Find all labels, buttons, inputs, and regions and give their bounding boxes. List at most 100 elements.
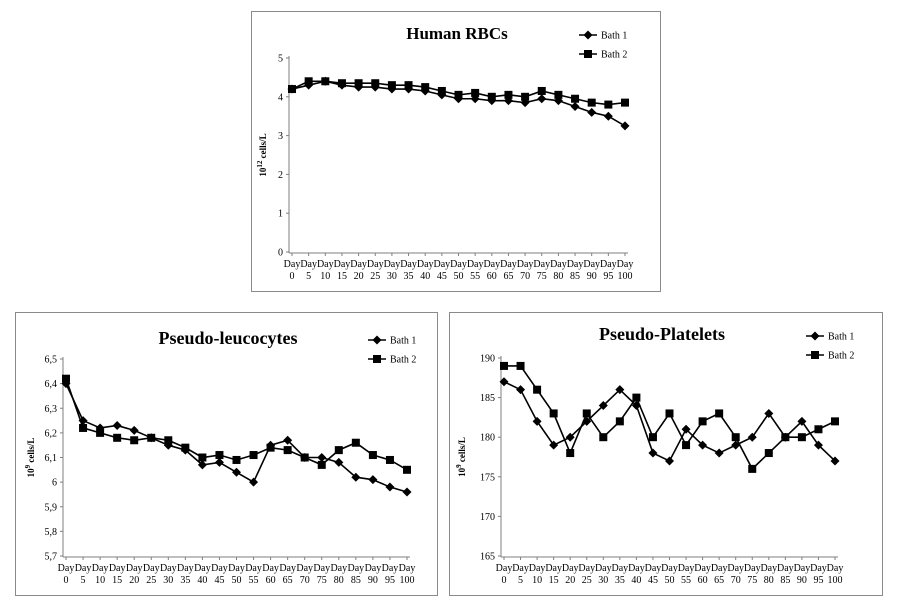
data-point <box>62 374 70 383</box>
x-tick-label: 45 <box>437 271 447 282</box>
data-point <box>249 477 259 487</box>
x-tick-label-prefix: Day <box>711 563 728 574</box>
data-point <box>403 465 411 474</box>
data-point <box>129 425 139 435</box>
x-tick-label-prefix: Day <box>694 563 711 574</box>
y-axis-label: 1012 cells/L <box>256 133 268 176</box>
x-tick-label: 50 <box>454 271 464 282</box>
x-tick-label-prefix: Day <box>313 563 330 574</box>
x-tick-label-prefix: Day <box>483 259 500 270</box>
x-tick-label: 15 <box>337 271 347 282</box>
y-tick-label: 6,5 <box>45 355 58 366</box>
data-point <box>321 77 330 86</box>
legend-label: Bath 2 <box>828 351 854 362</box>
x-tick-label-prefix: Day <box>661 563 678 574</box>
x-tick-label-prefix: Day <box>760 563 777 574</box>
data-point <box>603 111 613 121</box>
x-tick-label: 35 <box>404 271 414 282</box>
x-tick-label-prefix: Day <box>678 563 695 574</box>
data-point <box>95 423 105 433</box>
x-tick-label-prefix: Day <box>434 259 451 270</box>
x-tick-label-prefix: Day <box>600 259 617 270</box>
x-tick-label: 100 <box>618 271 633 282</box>
x-tick-label: 15 <box>112 575 122 586</box>
x-tick-label: 5 <box>306 271 311 282</box>
x-tick-label: 10 <box>320 271 330 282</box>
x-tick-label: 90 <box>587 271 597 282</box>
data-point <box>682 441 691 450</box>
data-point <box>516 385 526 395</box>
x-tick-label-prefix: Day <box>399 563 416 574</box>
x-tick-label-prefix: Day <box>350 259 367 270</box>
data-point <box>648 433 657 442</box>
x-tick-label-prefix: Day <box>583 259 600 270</box>
data-point <box>582 416 592 426</box>
data-point <box>565 432 575 442</box>
x-tick-label-prefix: Day <box>550 259 567 270</box>
x-tick-label: 85 <box>780 575 790 586</box>
y-tick-label: 170 <box>480 512 495 523</box>
data-point <box>587 107 597 117</box>
data-point <box>698 440 708 450</box>
x-tick-label: 85 <box>570 271 580 282</box>
y-tick-label: 190 <box>480 354 495 365</box>
legend-marker <box>584 50 592 58</box>
series-bath-2 <box>62 374 411 474</box>
data-point <box>437 86 446 95</box>
x-tick-label: 65 <box>503 271 513 282</box>
x-tick-label: 95 <box>385 575 395 586</box>
chart-title: Human RBCs <box>406 24 508 43</box>
legend-label: Bath 1 <box>390 336 416 347</box>
legend-entry: Bath 1 <box>579 30 627 42</box>
data-point <box>620 121 630 131</box>
data-point <box>181 443 190 452</box>
data-point <box>570 102 580 111</box>
x-tick-label-prefix: Day <box>317 259 334 270</box>
data-point <box>266 443 275 452</box>
legend-marker <box>811 351 819 359</box>
chart-panel-human-rbcs: Human RBCs 0 1 2 3 4 5 Day 0 Day 5 Day 10 Day 15 Day 20 D… <box>251 11 661 292</box>
y-tick-label: 1 <box>278 209 283 220</box>
chart-title: Pseudo-Platelets <box>599 324 725 344</box>
legend-entry: Bath 2 <box>579 50 627 61</box>
x-tick-label: 95 <box>813 575 823 586</box>
x-tick-label: 70 <box>520 271 530 282</box>
x-tick-label-prefix: Day <box>512 563 529 574</box>
data-point <box>368 451 377 460</box>
data-point <box>351 472 361 482</box>
x-tick-label-prefix: Day <box>194 563 211 574</box>
x-tick-label: 75 <box>317 575 327 586</box>
x-tick-label: 80 <box>764 575 774 586</box>
data-point <box>764 408 774 418</box>
x-tick-label-prefix: Day <box>612 563 629 574</box>
data-point <box>748 464 757 473</box>
data-point <box>698 417 707 426</box>
x-tick-label: 55 <box>249 575 259 586</box>
y-tick-label: 5 <box>278 54 283 65</box>
data-point <box>504 90 513 99</box>
data-point <box>665 409 674 418</box>
chart-title: Pseudo-leucocytes <box>159 328 298 348</box>
data-point <box>283 446 292 455</box>
data-point <box>537 86 546 95</box>
data-point <box>288 85 296 94</box>
data-point <box>215 451 224 460</box>
x-tick-label: 40 <box>197 575 207 586</box>
data-point <box>402 487 412 497</box>
x-tick-label-prefix: Day <box>300 259 317 270</box>
y-tick-label: 185 <box>480 393 495 404</box>
series-bath-2 <box>500 361 839 473</box>
x-tick-label: 50 <box>232 575 242 586</box>
data-point <box>385 455 394 464</box>
x-tick-label-prefix: Day <box>827 563 844 574</box>
x-tick-label-prefix: Day <box>279 563 296 574</box>
series-bath-2 <box>288 77 629 109</box>
data-point <box>604 100 613 109</box>
data-point <box>304 77 313 86</box>
data-point <box>499 377 509 387</box>
legend-label: Bath 1 <box>828 332 854 343</box>
data-point <box>831 417 839 426</box>
chart-svg: Pseudo-leucocytes 5,7 5,8 5,9 6 6,1 6,2 6,3 6,4 6… <box>24 328 416 586</box>
x-tick-label: 80 <box>553 271 563 282</box>
x-tick-label: 40 <box>631 575 641 586</box>
